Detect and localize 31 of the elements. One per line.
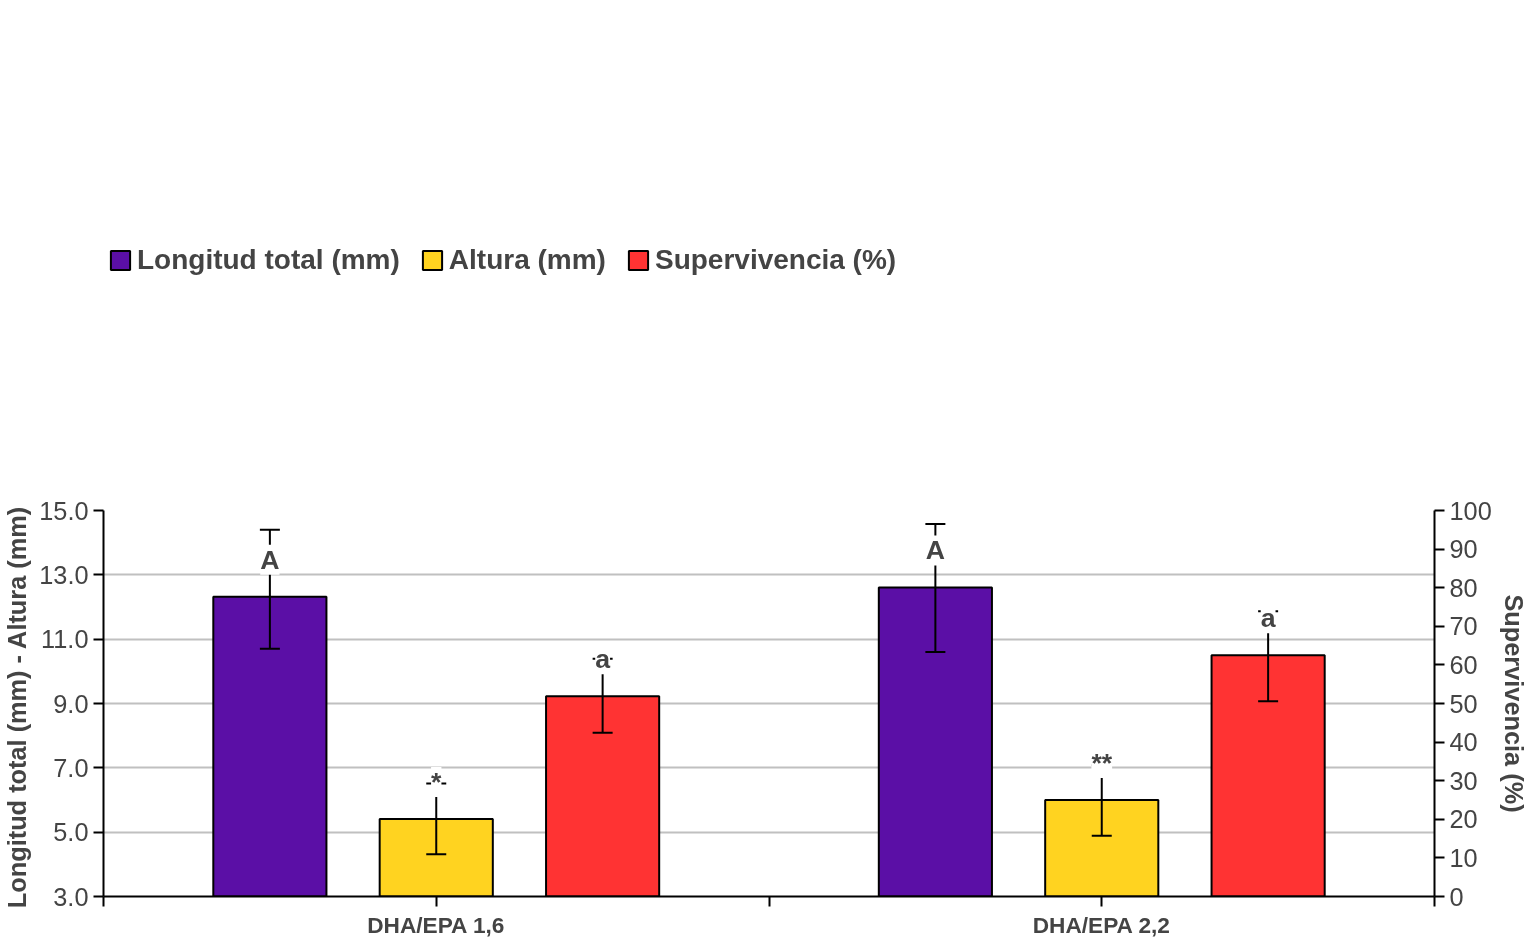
annotation: **	[1091, 748, 1113, 778]
annotation: a	[595, 644, 611, 675]
y-axis-title: Longitud total (mm) - Altura (mm)	[3, 506, 32, 909]
y2-tick-label: 100	[1449, 496, 1492, 525]
y2-tick-label: 10	[1449, 843, 1478, 872]
legend-label: Altura (mm)	[448, 244, 606, 276]
legend-label: Longitud total (mm)	[137, 244, 400, 276]
y-tick-label: 15.0	[39, 496, 89, 525]
y2-tick-label: 90	[1449, 535, 1478, 564]
y-tick-label: 5.0	[53, 818, 89, 847]
annotation: *	[431, 766, 443, 797]
y2-tick-label: 40	[1449, 728, 1478, 757]
annotation: A	[925, 535, 946, 566]
x-tick-label: DHA/EPA 2,2	[1032, 911, 1170, 938]
y2-axis-title: Supervivencia (%)	[1499, 594, 1528, 813]
legend-label: Supervivencia (%)	[654, 244, 897, 276]
y2-tick-label: 50	[1449, 689, 1478, 718]
annotation: A	[260, 544, 280, 575]
y-tick-label: 11.0	[41, 625, 89, 654]
y-tick-label: 3.0	[53, 882, 89, 911]
x-tick-label: DHA/EPA 1,6	[367, 911, 505, 938]
y-tick-label: 7.0	[53, 753, 89, 782]
y2-tick-label: 0	[1449, 882, 1464, 911]
y-tick-label: 9.0	[53, 689, 89, 718]
y2-tick-label: 30	[1449, 766, 1478, 795]
y2-tick-label: 70	[1449, 612, 1478, 641]
y2-tick-label: 60	[1449, 650, 1478, 679]
y-tick-label: 13.0	[39, 560, 89, 589]
y2-tick-label: 20	[1449, 805, 1478, 834]
y2-tick-label: 80	[1449, 573, 1478, 602]
annotation: a	[1260, 603, 1276, 634]
